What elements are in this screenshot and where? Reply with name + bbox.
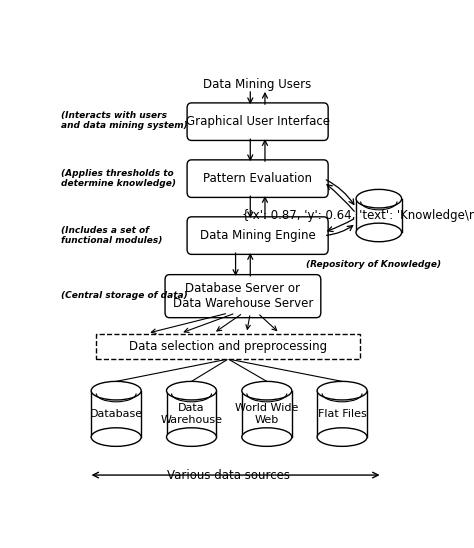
Ellipse shape	[242, 381, 292, 400]
Ellipse shape	[166, 428, 217, 447]
Ellipse shape	[317, 381, 367, 400]
Bar	[96, 334, 360, 359]
Text: (Applies thresholds to
determine knowledge): (Applies thresholds to determine knowled…	[61, 169, 176, 188]
Text: (Includes a set of
functional modules): (Includes a set of functional modules)	[61, 226, 163, 245]
FancyBboxPatch shape	[165, 275, 321, 318]
Text: {'x': 0.87, 'y': 0.64, 'text': 'Knowledge\nBase'}: {'x': 0.87, 'y': 0.64, 'text': 'Knowledg…	[242, 209, 474, 222]
Text: Flat Files: Flat Files	[318, 409, 366, 419]
Text: (Interacts with users
and data mining system): (Interacts with users and data mining sy…	[61, 111, 188, 130]
Text: Various data sources: Various data sources	[167, 469, 290, 482]
Bar	[166, 391, 217, 437]
Ellipse shape	[356, 223, 401, 242]
Ellipse shape	[317, 428, 367, 447]
Text: Graphical User Interface: Graphical User Interface	[186, 115, 329, 128]
FancyArrowPatch shape	[328, 219, 354, 232]
Text: Pattern Evaluation: Pattern Evaluation	[203, 172, 312, 185]
Text: Data selection and preprocessing: Data selection and preprocessing	[129, 340, 327, 353]
FancyBboxPatch shape	[187, 217, 328, 254]
FancyBboxPatch shape	[187, 160, 328, 197]
Ellipse shape	[242, 428, 292, 447]
Text: (Repository of Knowledge): (Repository of Knowledge)	[306, 260, 441, 269]
Bar	[91, 391, 141, 437]
Text: Data Mining Engine: Data Mining Engine	[200, 229, 316, 242]
Bar	[317, 391, 367, 437]
Ellipse shape	[166, 381, 217, 400]
Bar	[242, 391, 292, 437]
Text: Database Server or
Data Warehouse Server: Database Server or Data Warehouse Server	[173, 282, 313, 310]
Text: World Wide
Web: World Wide Web	[235, 403, 299, 425]
Text: Data
Warehouse: Data Warehouse	[161, 403, 222, 425]
FancyBboxPatch shape	[187, 103, 328, 140]
FancyArrowPatch shape	[327, 226, 353, 235]
FancyArrowPatch shape	[326, 180, 354, 204]
Ellipse shape	[91, 428, 141, 447]
Text: Database: Database	[90, 409, 143, 419]
Text: (Central storage of data): (Central storage of data)	[61, 291, 188, 300]
Text: Data Mining Users: Data Mining Users	[203, 78, 312, 92]
Bar	[356, 199, 401, 232]
FancyArrowPatch shape	[327, 185, 354, 212]
Ellipse shape	[356, 190, 401, 208]
Ellipse shape	[91, 381, 141, 400]
